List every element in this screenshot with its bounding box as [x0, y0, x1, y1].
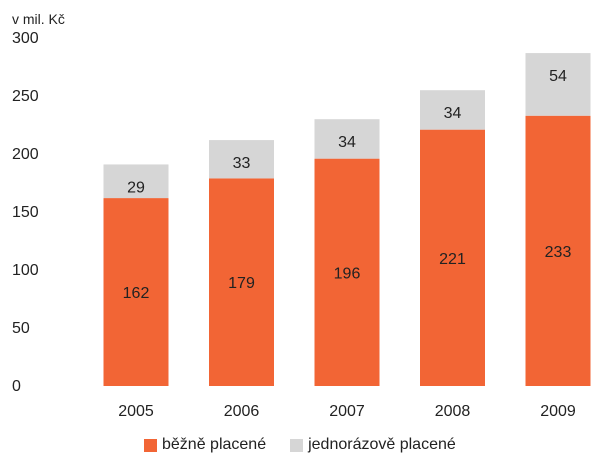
data-label-jednorazove-2007: 34 [338, 134, 356, 151]
data-label-bezne-2009: 233 [545, 244, 572, 261]
legend-label-jednorazove: jednorázově placené [308, 436, 456, 453]
bar-bezne-2007 [314, 158, 380, 386]
legend-item-jednorazove: jednorázově placené [290, 436, 456, 454]
bar-jednorazove-2009 [525, 53, 591, 116]
y-tick-label-250: 250 [12, 88, 39, 105]
x-tick-label-2009: 2009 [540, 403, 576, 420]
bar-bezne-2008 [420, 129, 485, 386]
data-label-bezne-2008: 221 [439, 251, 466, 268]
bar-bezne-2006 [209, 178, 274, 386]
bar-jednorazove-2005 [103, 164, 169, 199]
data-label-jednorazove-2008: 34 [444, 105, 462, 122]
data-label-bezne-2007: 196 [334, 265, 361, 282]
legend-swatch-bezne [144, 438, 157, 452]
y-tick-label-50: 50 [12, 320, 30, 337]
legend-swatch-jednorazove [290, 438, 304, 452]
bar-jednorazove-2008 [420, 90, 485, 130]
legend: běžně placené jednorázově placené [144, 436, 480, 454]
x-tick-label-2006: 2006 [224, 403, 260, 420]
data-label-jednorazove-2006: 33 [233, 155, 251, 172]
data-label-bezne-2005: 162 [123, 285, 150, 302]
bar-jednorazove-2006 [209, 140, 274, 179]
legend-item-bezne: běžně placené [144, 436, 266, 454]
bar-bezne-2005 [103, 198, 169, 386]
x-tick-label-2008: 2008 [435, 403, 471, 420]
y-tick-label-0: 0 [12, 378, 21, 395]
bar-bezne-2009 [525, 115, 591, 386]
x-tick-label-2005: 2005 [118, 403, 154, 420]
data-label-bezne-2006: 179 [228, 275, 255, 292]
bar-jednorazove-2007 [314, 119, 380, 159]
legend-label-bezne: běžně placené [162, 436, 267, 453]
data-label-jednorazove-2009: 54 [549, 68, 567, 85]
y-tick-label-300: 300 [12, 30, 39, 47]
x-tick-label-2007: 2007 [329, 403, 365, 420]
y-axis-unit-label: v mil. Kč [12, 11, 65, 27]
y-tick-label-200: 200 [12, 146, 39, 163]
y-tick-label-100: 100 [12, 262, 39, 279]
data-label-jednorazove-2005: 29 [127, 179, 145, 196]
y-tick-label-150: 150 [12, 204, 39, 221]
